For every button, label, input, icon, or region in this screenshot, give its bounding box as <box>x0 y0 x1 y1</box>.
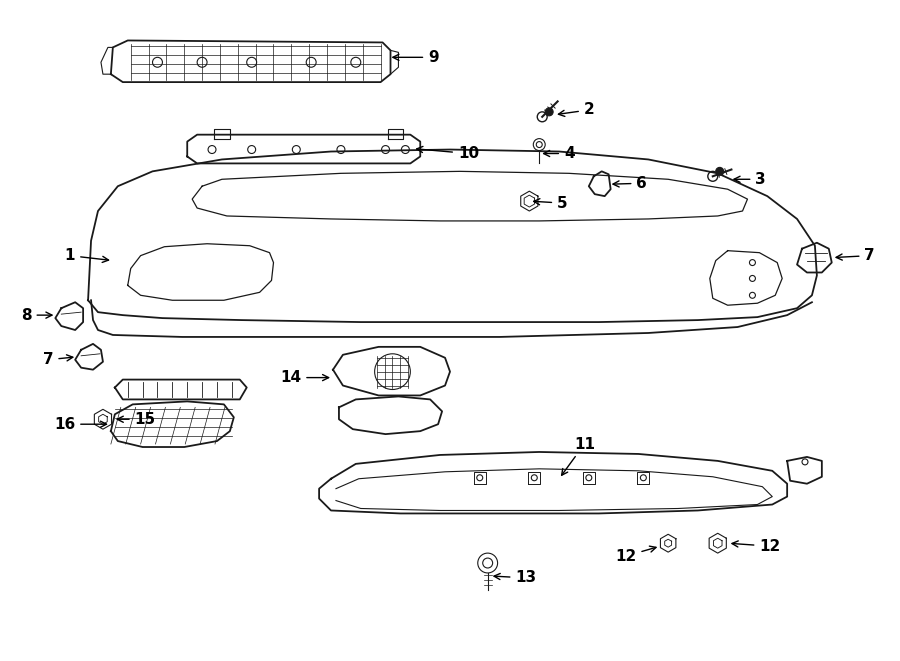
Text: 16: 16 <box>54 416 106 432</box>
Circle shape <box>716 167 724 175</box>
Text: 7: 7 <box>836 248 875 263</box>
Text: 15: 15 <box>117 412 156 427</box>
Text: 7: 7 <box>42 352 73 368</box>
Text: 14: 14 <box>280 370 328 385</box>
Text: 1: 1 <box>65 248 109 263</box>
Text: 6: 6 <box>613 176 647 191</box>
Circle shape <box>545 108 554 116</box>
Text: 8: 8 <box>21 307 52 323</box>
Text: 13: 13 <box>494 570 536 586</box>
Text: 2: 2 <box>558 102 595 118</box>
Text: 3: 3 <box>734 172 766 187</box>
Text: 12: 12 <box>616 546 656 564</box>
Text: 10: 10 <box>417 146 479 161</box>
Text: 5: 5 <box>534 196 568 211</box>
Text: 9: 9 <box>393 50 439 65</box>
Text: 11: 11 <box>562 436 595 475</box>
Text: 12: 12 <box>732 539 780 554</box>
Text: 4: 4 <box>544 146 575 161</box>
